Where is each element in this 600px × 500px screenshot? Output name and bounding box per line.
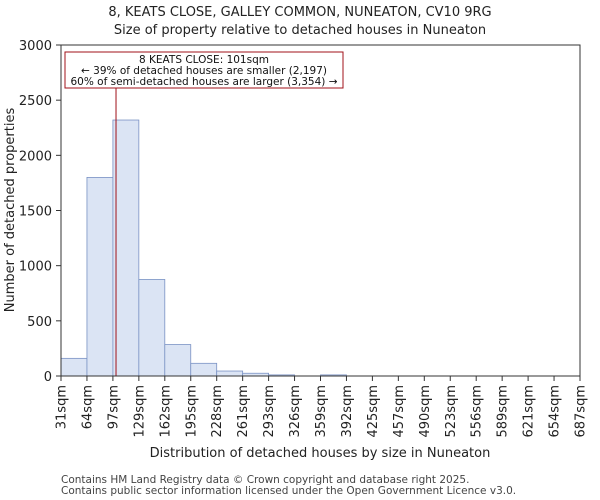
x-tick-label: 589sqm — [496, 385, 511, 438]
x-tick-label: 195sqm — [184, 385, 199, 438]
bar-195sqm — [190, 362, 218, 377]
x-tick-label: 162sqm — [158, 385, 173, 438]
y-tick-label: 2500 — [19, 94, 52, 109]
x-tick-label: 490sqm — [418, 385, 433, 438]
x-tick-label: 425sqm — [366, 385, 381, 438]
x-tick-label: 261sqm — [236, 385, 251, 438]
y-tick-label: 2000 — [19, 149, 52, 164]
chart-subtitle: Size of property relative to detached ho… — [114, 23, 486, 38]
y-tick-label: 1500 — [19, 205, 52, 220]
x-axis-ticks: 31sqm 64sqm 97sqm 129sqm 162sqm 195sqm 228sqm 2… — [55, 376, 589, 438]
x-tick-label: 621sqm — [522, 385, 537, 438]
footer-line-1: Contains HM Land Registry data © Crown c… — [61, 474, 470, 486]
x-tick-label: 64sqm — [80, 385, 95, 429]
x-axis-label: Distribution of detached houses by size … — [150, 446, 491, 461]
plot-frame — [60, 44, 581, 377]
x-tick-label: 359sqm — [314, 385, 329, 438]
annotation-frame — [64, 51, 344, 89]
y-tick-label: 0 — [44, 370, 52, 385]
annotation-line-1: 8 KEATS CLOSE: 101sqm — [139, 54, 269, 66]
x-tick-label: 97sqm — [106, 385, 121, 429]
y-tick-label: 500 — [27, 315, 52, 330]
x-tick-label: 31sqm — [55, 385, 70, 429]
x-tick-label: 326sqm — [288, 385, 303, 438]
y-axis-label: Number of detached properties — [3, 108, 18, 313]
y-tick-label: 3000 — [19, 39, 52, 54]
annotation-box: 8 KEATS CLOSE: 101sqm ← 39% of detached … — [64, 51, 344, 89]
bar-228sqm — [216, 370, 244, 377]
chart-title: 8, KEATS CLOSE, GALLEY COMMON, NUNEATON,… — [108, 5, 491, 20]
bar-162sqm — [164, 344, 192, 377]
x-tick-label: 687sqm — [574, 385, 589, 438]
annotation-line-2: ← 39% of detached houses are smaller (2,… — [81, 65, 327, 77]
x-tick-label: 654sqm — [548, 385, 563, 438]
y-tick-label: 1000 — [19, 260, 52, 275]
x-tick-label: 392sqm — [340, 385, 355, 438]
bar-97sqm — [112, 119, 140, 377]
x-tick-label: 293sqm — [262, 385, 277, 438]
x-tick-label: 129sqm — [132, 385, 147, 438]
y-axis-ticks: 0 500 1000 1500 2000 2500 3000 — [19, 39, 61, 385]
bar-31sqm — [60, 357, 88, 377]
x-tick-label: 457sqm — [392, 385, 407, 438]
chart: 8, KEATS CLOSE, GALLEY COMMON, NUNEATON,… — [3, 5, 589, 461]
footer-line-2: Contains public sector information licen… — [61, 485, 517, 497]
x-tick-label: 523sqm — [444, 385, 459, 438]
bars — [60, 119, 347, 377]
x-tick-label: 228sqm — [210, 385, 225, 438]
bar-129sqm — [138, 279, 166, 377]
annotation-line-3: 60% of semi-detached houses are larger (… — [70, 76, 337, 88]
x-tick-label: 556sqm — [470, 385, 485, 438]
bar-64sqm — [86, 176, 114, 377]
